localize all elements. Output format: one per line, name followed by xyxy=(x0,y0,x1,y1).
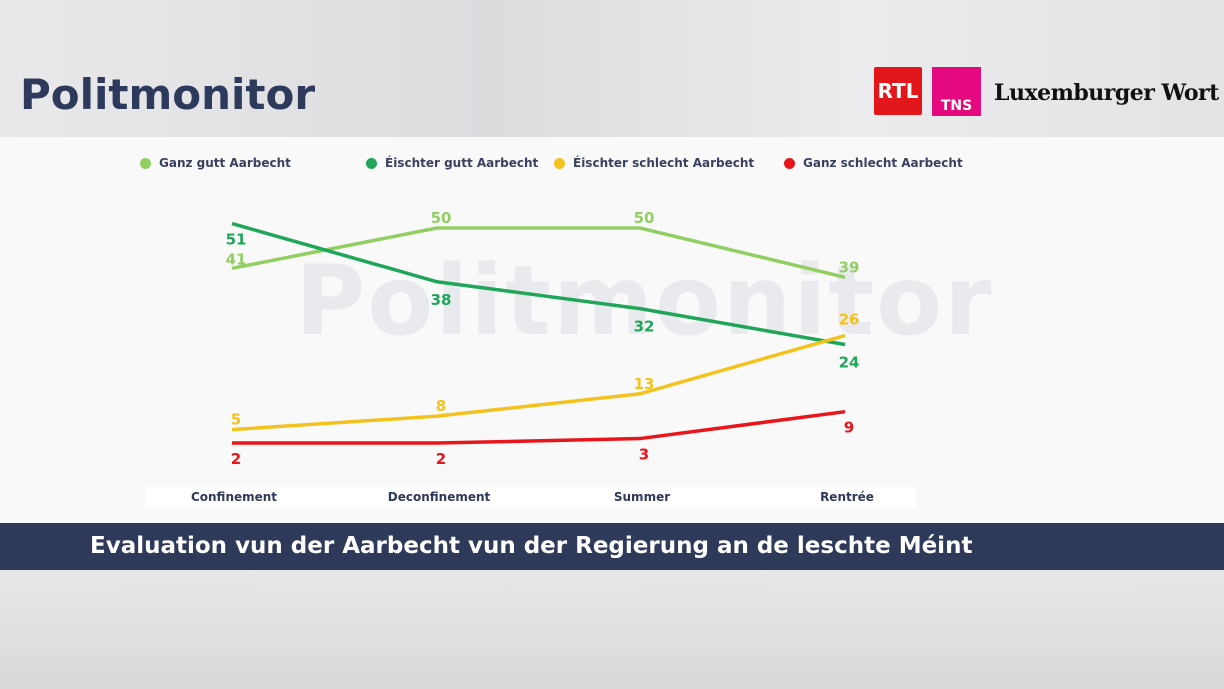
x-tick-label: Deconfinement xyxy=(388,490,491,504)
luxemburger-wort-logo: Luxemburger Wort xyxy=(994,80,1219,106)
x-tick-label: Confinement xyxy=(191,490,277,504)
legend-label: Ganz schlecht Aarbecht xyxy=(803,156,963,170)
legend-item: Éischter gutt Aarbecht xyxy=(366,156,538,170)
tns-logo: TNS xyxy=(932,67,981,116)
data-label: 24 xyxy=(839,353,860,371)
legend-dot-icon xyxy=(784,157,795,169)
data-label: 51 xyxy=(226,231,247,249)
watermark: Politmonitor xyxy=(295,245,994,357)
legend-label: Ganz gutt Aarbecht xyxy=(159,156,291,170)
series-line xyxy=(231,333,846,432)
legend-label: Éischter gutt Aarbecht xyxy=(385,156,539,170)
data-label: 8 xyxy=(436,397,446,415)
data-label: 5 xyxy=(231,411,241,429)
series-line xyxy=(232,409,846,445)
data-label: 38 xyxy=(431,291,452,309)
series-line xyxy=(231,221,846,347)
data-label: 41 xyxy=(226,250,247,268)
data-label: 2 xyxy=(436,450,446,468)
data-label: 50 xyxy=(634,209,655,227)
data-label: 26 xyxy=(839,311,860,329)
series-line xyxy=(231,226,846,279)
legend-dot-icon xyxy=(366,157,377,169)
data-label: 50 xyxy=(431,209,452,227)
legend-item: Ganz schlecht Aarbecht xyxy=(784,156,963,170)
legend-dot-icon xyxy=(554,157,565,169)
data-label: 9 xyxy=(844,419,854,437)
data-label: 32 xyxy=(634,318,655,336)
x-tick-label: Rentrée xyxy=(820,490,874,504)
rtl-logo: RTL xyxy=(874,67,922,115)
data-label: 3 xyxy=(639,446,649,464)
brand-title: Politmonitor xyxy=(20,70,316,119)
data-label: 13 xyxy=(634,375,655,393)
category-strip xyxy=(146,487,916,507)
legend-item: Ganz gutt Aarbecht xyxy=(140,156,291,170)
legend-label: Éischter schlecht Aarbecht xyxy=(573,156,755,170)
chart-panel xyxy=(0,137,1224,523)
caption-text: Evaluation vun der Aarbecht vun der Regi… xyxy=(90,533,973,559)
data-label: 39 xyxy=(839,258,860,276)
header-background xyxy=(0,0,1224,137)
footer-background xyxy=(0,570,1224,689)
x-tick-label: Summer xyxy=(614,490,670,504)
caption-banner: Evaluation vun der Aarbecht vun der Regi… xyxy=(0,523,1224,570)
legend-dot-icon xyxy=(140,157,151,169)
data-label: 2 xyxy=(231,450,241,468)
legend-item: Éischter schlecht Aarbecht xyxy=(554,156,754,170)
